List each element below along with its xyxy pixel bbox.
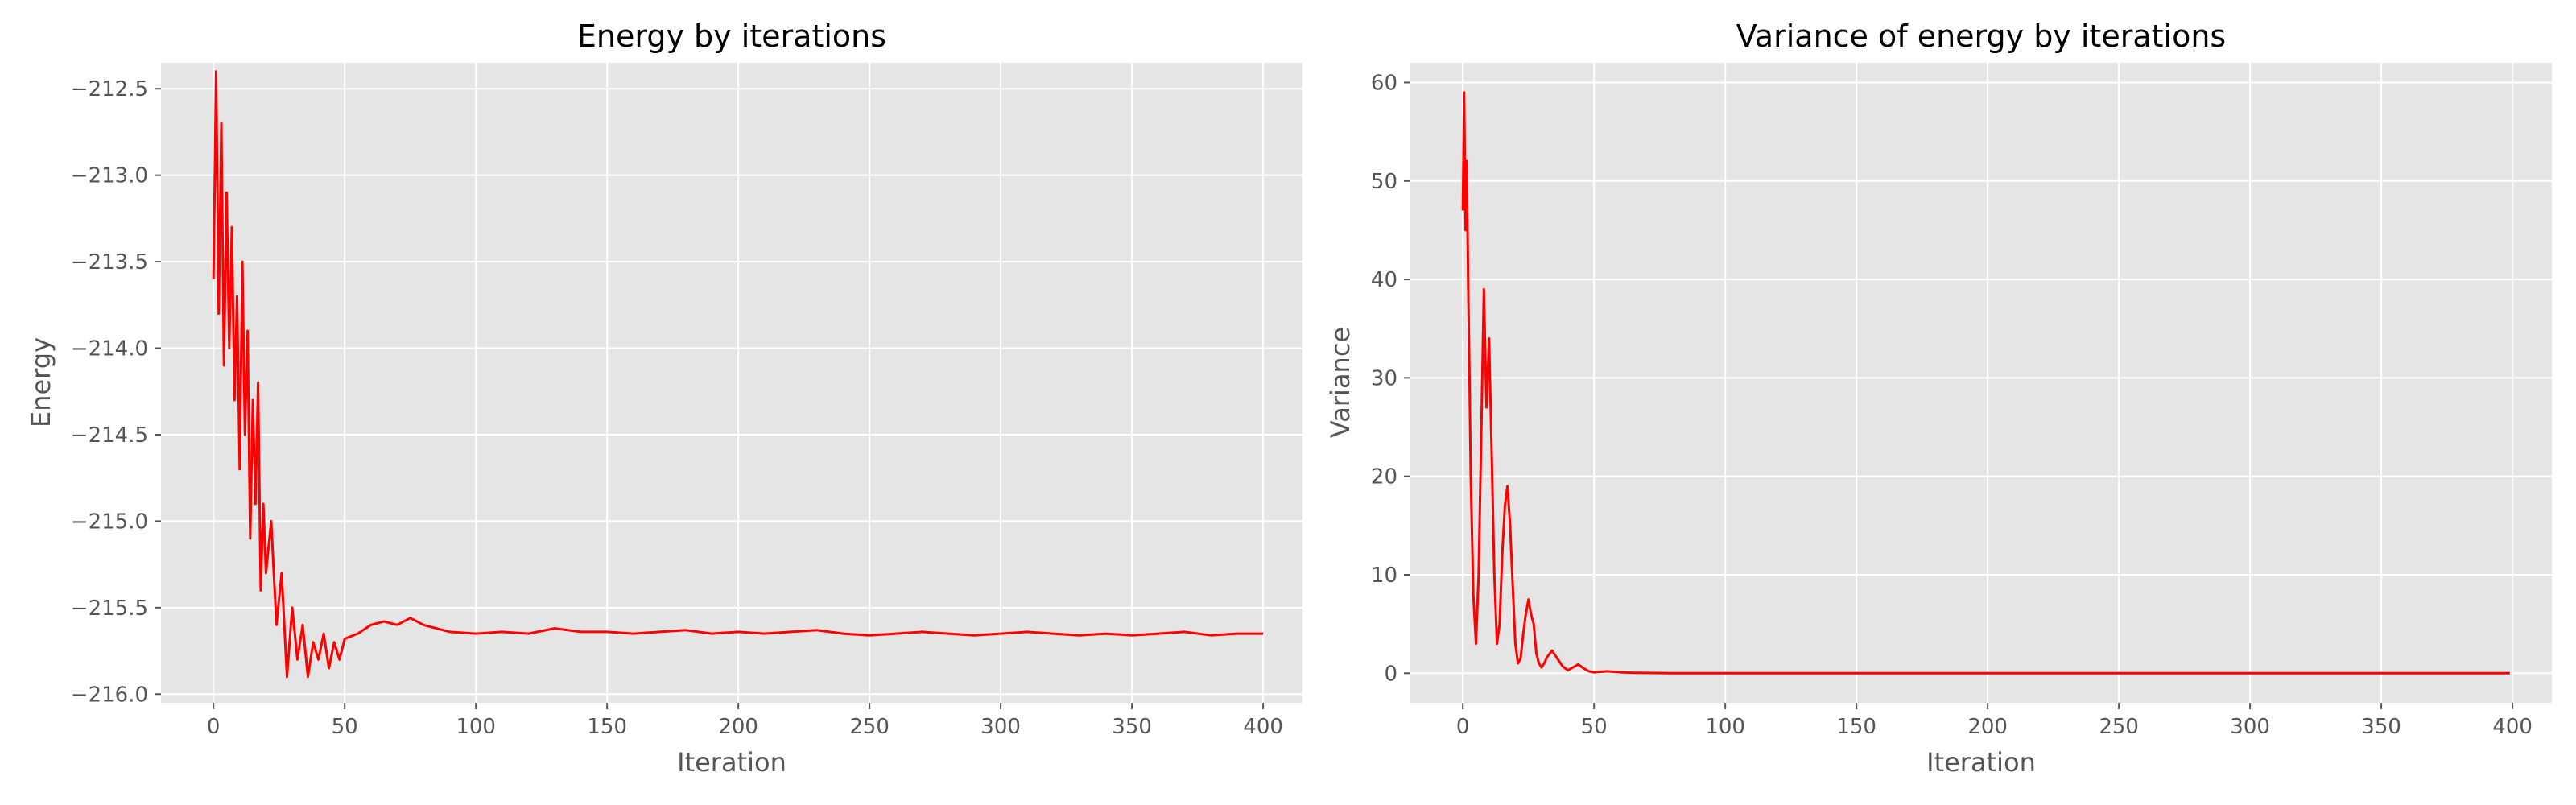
energy-x-tick-label: 150 xyxy=(587,715,627,739)
energy-ticks: 0 50 100 150 200 250 300 350 400 −216.0 −215.5 −215… xyxy=(71,77,1283,739)
energy-y-tick-label: −216.0 xyxy=(71,683,148,707)
energy-y-axis-label: Energy xyxy=(26,337,56,427)
energy-x-tick-label: 200 xyxy=(718,715,758,739)
energy-x-tick-label: 350 xyxy=(1112,715,1152,739)
energy-plot-area xyxy=(161,63,1302,703)
variance-x-tick-label: 150 xyxy=(1836,715,1876,739)
variance-ticks: 0 50 100 150 200 250 300 350 400 0 10 20 30 40 50 60 xyxy=(1371,71,2533,739)
energy-y-tick-label: −213.0 xyxy=(71,164,148,188)
energy-chart: 0 50 100 150 200 250 300 350 400 −216.0 −215.5 −215… xyxy=(26,19,1302,778)
energy-x-tick-label: 300 xyxy=(980,715,1021,739)
energy-x-tick-label: 250 xyxy=(849,715,890,739)
variance-series-line xyxy=(1461,91,2510,675)
energy-y-tick-label: −214.5 xyxy=(71,423,148,448)
variance-x-tick-label: 200 xyxy=(1967,715,2008,739)
variance-y-axis-label: Variance xyxy=(1325,327,1356,438)
energy-y-tick-label: −215.5 xyxy=(71,597,148,621)
variance-x-tick-label: 0 xyxy=(1456,715,1470,739)
energy-chart-title: Energy by iterations xyxy=(577,19,886,54)
variance-x-tick-label: 100 xyxy=(1705,715,1745,739)
variance-x-tick-label: 300 xyxy=(2230,715,2270,739)
variance-y-tick-label: 40 xyxy=(1371,268,1397,292)
energy-x-axis-label: Iteration xyxy=(677,747,786,778)
variance-x-tick-label: 250 xyxy=(2099,715,2139,739)
variance-chart: 0 50 100 150 200 250 300 350 400 0 10 20 30 40 50 60 Va… xyxy=(1325,19,2552,778)
energy-y-tick-label: −215.0 xyxy=(71,510,148,534)
variance-x-tick-label: 400 xyxy=(2492,715,2533,739)
energy-gridlines xyxy=(161,63,1302,703)
energy-y-tick-label: −213.5 xyxy=(71,250,148,275)
energy-x-tick-label: 100 xyxy=(456,715,496,739)
energy-x-tick-label: 0 xyxy=(207,715,221,739)
energy-series-line xyxy=(212,70,1264,679)
variance-x-axis-label: Iteration xyxy=(1926,747,2036,778)
variance-x-tick-label: 350 xyxy=(2361,715,2401,739)
variance-y-tick-label: 30 xyxy=(1371,366,1397,390)
variance-x-tick-label: 50 xyxy=(1581,715,1608,739)
energy-x-tick-label: 50 xyxy=(332,715,358,739)
variance-plot-area xyxy=(1410,63,2552,703)
energy-x-tick-label: 400 xyxy=(1243,715,1283,739)
variance-y-tick-label: 0 xyxy=(1384,662,1397,686)
energy-y-tick-label: −212.5 xyxy=(71,77,148,101)
variance-y-tick-label: 50 xyxy=(1371,170,1397,194)
variance-y-tick-label: 60 xyxy=(1371,71,1397,95)
variance-chart-title: Variance of energy by iterations xyxy=(1736,19,2226,54)
energy-y-tick-label: −214.0 xyxy=(71,337,148,361)
variance-y-tick-label: 10 xyxy=(1371,564,1397,588)
variance-y-tick-label: 20 xyxy=(1371,465,1397,489)
